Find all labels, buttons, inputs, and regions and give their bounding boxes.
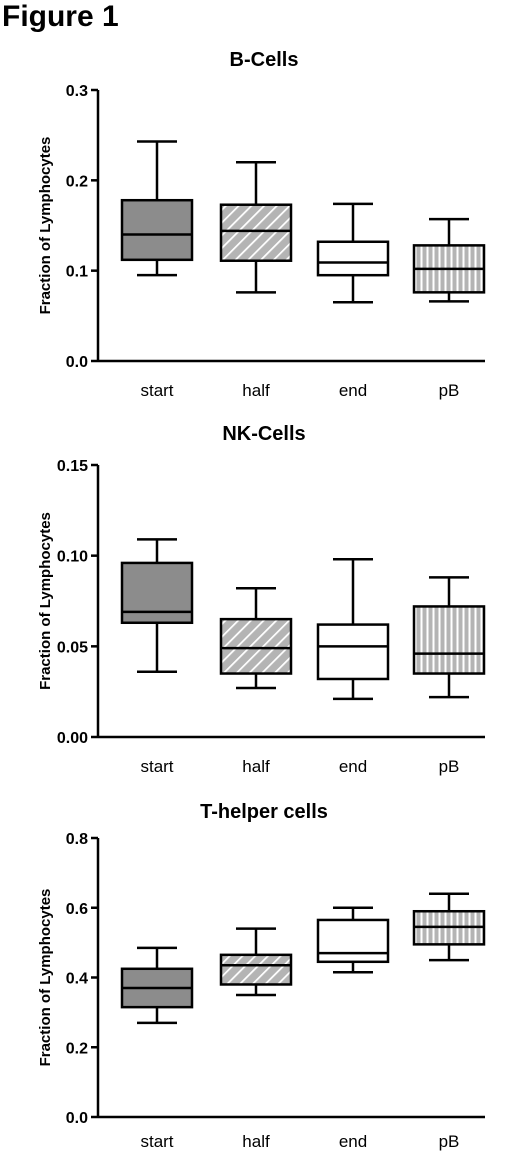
iqr-box: [316, 240, 390, 277]
b-cells-title: B-Cells: [230, 49, 299, 71]
iqr-box: [316, 623, 390, 681]
nk-cells-box-pb: [412, 576, 486, 699]
nk-cells-chart: NK-Cells Fraction of Lymphocytes 0.00 0.05 0…: [37, 423, 486, 776]
t-helper-cells-box-pb: [412, 892, 486, 962]
b-cells-y-tick-label: 0.1: [66, 264, 88, 281]
t-helper-cells-chart: T-helper cells Fraction of Lymphocytes 0.0…: [37, 801, 486, 1151]
iqr-box: [219, 953, 293, 986]
t-helper-cells-y-axis-label: Fraction of Lymphocytes: [37, 889, 54, 1067]
t-helper-cells-box-start: [120, 946, 194, 1025]
b-cells-box-half: [219, 161, 293, 294]
nk-cells-box-half: [219, 587, 293, 690]
t-helper-cells-title: T-helper cells: [200, 801, 328, 823]
nk-cells-y-tick-label: 0.05: [57, 639, 88, 656]
b-cells-x-tick-label: pB: [439, 381, 460, 400]
nk-cells-y-tick-label: 0.00: [57, 730, 88, 747]
t-helper-cells-x-tick-label: pB: [439, 1132, 460, 1151]
b-cells-x-tick-label: start: [140, 381, 173, 400]
b-cells-box-end: [316, 202, 390, 304]
t-helper-cells-y-tick-label: 0.2: [66, 1040, 88, 1057]
b-cells-chart: B-Cells Fraction of Lymphocytes 0.0 0.1 0.2 0…: [37, 49, 486, 400]
nk-cells-x-tick-label: start: [140, 757, 173, 776]
nk-cells-title: NK-Cells: [222, 423, 305, 445]
iqr-box: [219, 203, 293, 262]
t-helper-cells-x-tick-label: end: [339, 1132, 367, 1151]
t-helper-cells-y-tick-label: 0.4: [66, 971, 88, 988]
iqr-box: [219, 617, 293, 675]
t-helper-cells-y-tick-label: 0.6: [66, 901, 88, 918]
b-cells-y-tick-label: 0.0: [66, 354, 88, 371]
t-helper-cells-x-tick-label: half: [242, 1132, 270, 1151]
b-cells-y-tick-label: 0.2: [66, 173, 88, 190]
nk-cells-box-start: [120, 538, 194, 673]
nk-cells-box-end: [316, 558, 390, 701]
iqr-box: [120, 561, 194, 625]
iqr-box: [120, 198, 194, 262]
nk-cells-y-tick-label: 0.10: [57, 549, 88, 566]
t-helper-cells-box-half: [219, 927, 293, 997]
t-helper-cells-y-tick-label: 0.8: [66, 831, 88, 848]
nk-cells-x-tick-label: pB: [439, 757, 460, 776]
nk-cells-y-tick-label: 0.15: [57, 458, 88, 475]
figure-title: Figure 1: [2, 0, 119, 33]
b-cells-box-start: [120, 140, 194, 277]
b-cells-box-pb: [412, 217, 486, 303]
b-cells-x-tick-label: half: [242, 381, 270, 400]
nk-cells-y-axis-label: Fraction of Lymphocytes: [37, 512, 54, 690]
b-cells-x-tick-label: end: [339, 381, 367, 400]
t-helper-cells-x-tick-label: start: [140, 1132, 173, 1151]
t-helper-cells-box-end: [316, 906, 390, 974]
b-cells-y-axis-label: Fraction of Lymphocytes: [37, 137, 54, 315]
iqr-box: [316, 918, 390, 964]
nk-cells-x-tick-label: end: [339, 757, 367, 776]
iqr-box: [412, 605, 486, 675]
b-cells-y-tick-label: 0.3: [66, 83, 88, 100]
nk-cells-x-tick-label: half: [242, 757, 270, 776]
t-helper-cells-y-tick-label: 0.0: [66, 1110, 88, 1127]
